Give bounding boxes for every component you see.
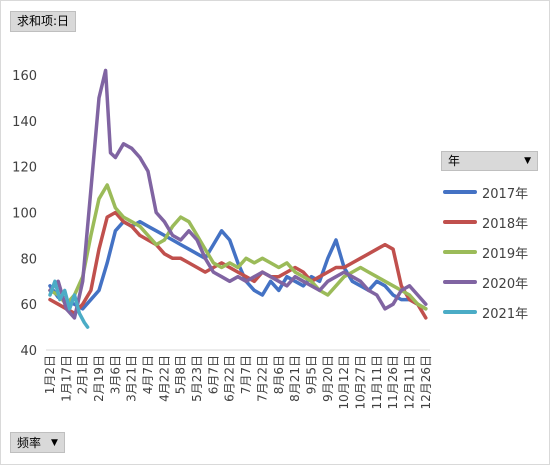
legend-swatch [443, 250, 477, 254]
legend-field-label: 年 [448, 154, 461, 168]
row-field-button[interactable]: 频率 ▼ [10, 432, 65, 453]
dropdown-arrow-icon: ▼ [524, 156, 531, 166]
legend-label: 2017年 [482, 186, 529, 202]
legend-swatch [443, 280, 477, 284]
legend-item: 2020年 [443, 267, 528, 297]
legend-label: 2019年 [482, 246, 529, 262]
legend-swatch [443, 220, 477, 224]
value-field-label: 求和项:日 [17, 14, 70, 28]
legend-item: 2017年 [443, 177, 528, 207]
dropdown-arrow-icon: ▼ [51, 437, 58, 448]
chart-legend: 2017年 2018年 2019年 2020年 2021年 [443, 177, 528, 327]
legend-label: 2021年 [482, 306, 529, 322]
legend-field-button[interactable]: 年 ▼ [441, 151, 538, 171]
row-field-label: 频率 [17, 435, 42, 450]
legend-label: 2018年 [482, 216, 529, 232]
value-field-button[interactable]: 求和项:日 [10, 11, 77, 32]
legend-swatch [443, 310, 477, 314]
legend-swatch [443, 190, 477, 194]
legend-item: 2021年 [443, 297, 528, 327]
legend-label: 2020年 [482, 276, 529, 292]
legend-item: 2019年 [443, 237, 528, 267]
legend-item: 2018年 [443, 207, 528, 237]
